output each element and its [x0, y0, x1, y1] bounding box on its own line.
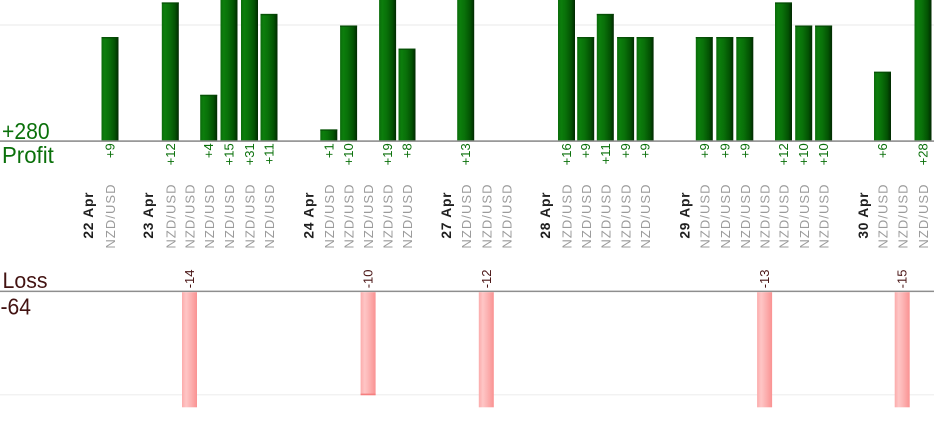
svg-text:NZD/USD: NZD/USD	[202, 183, 217, 248]
svg-text:+15: +15	[222, 143, 237, 165]
svg-text:+11: +11	[262, 143, 277, 164]
svg-text:+280: +280	[2, 118, 50, 144]
svg-text:+13: +13	[458, 143, 473, 165]
svg-text:+11: +11	[598, 143, 613, 164]
svg-text:+1: +1	[321, 143, 336, 158]
svg-text:+12: +12	[163, 143, 178, 165]
svg-text:-12: -12	[479, 270, 494, 289]
svg-text:NZD/USD: NZD/USD	[400, 183, 415, 248]
svg-text:-14: -14	[182, 270, 197, 289]
svg-text:+31: +31	[242, 143, 257, 165]
svg-text:22 Apr: 22 Apr	[81, 192, 96, 239]
svg-text:+9: +9	[618, 143, 633, 158]
svg-text:+12: +12	[776, 143, 791, 165]
svg-text:27 Apr: 27 Apr	[439, 192, 454, 239]
svg-text:+16: +16	[559, 143, 574, 165]
svg-text:NZD/USD: NZD/USD	[777, 183, 792, 248]
svg-text:NZD/USD: NZD/USD	[916, 183, 931, 248]
svg-text:+10: +10	[796, 143, 811, 165]
svg-text:-64: -64	[1, 293, 32, 319]
svg-text:NZD/USD: NZD/USD	[895, 183, 910, 248]
svg-text:24 Apr: 24 Apr	[302, 192, 317, 239]
svg-text:+9: +9	[697, 143, 712, 158]
svg-text:28 Apr: 28 Apr	[538, 192, 553, 239]
svg-text:NZD/USD: NZD/USD	[579, 183, 594, 248]
svg-text:+4: +4	[201, 143, 216, 158]
svg-text:Loss: Loss	[3, 268, 48, 293]
svg-text:+9: +9	[638, 143, 653, 158]
svg-text:NZD/USD: NZD/USD	[500, 183, 515, 248]
svg-text:NZD/USD: NZD/USD	[738, 183, 753, 248]
svg-text:+8: +8	[400, 143, 415, 158]
svg-text:NZD/USD: NZD/USD	[817, 183, 832, 248]
svg-text:-13: -13	[757, 270, 772, 289]
svg-text:NZD/USD: NZD/USD	[222, 183, 237, 248]
svg-text:NZD/USD: NZD/USD	[322, 183, 337, 248]
svg-text:Profit: Profit	[2, 142, 54, 168]
svg-text:NZD/USD: NZD/USD	[638, 183, 653, 248]
svg-text:+9: +9	[578, 143, 593, 158]
svg-text:NZD/USD: NZD/USD	[697, 183, 712, 248]
svg-text:+9: +9	[717, 143, 732, 158]
svg-text:NZD/USD: NZD/USD	[598, 183, 613, 248]
svg-text:+9: +9	[737, 143, 752, 158]
svg-text:NZD/USD: NZD/USD	[243, 183, 258, 248]
svg-text:NZD/USD: NZD/USD	[876, 183, 891, 248]
svg-text:NZD/USD: NZD/USD	[183, 183, 198, 248]
svg-text:NZD/USD: NZD/USD	[381, 183, 396, 248]
svg-text:23 Apr: 23 Apr	[141, 192, 156, 239]
svg-text:+6: +6	[875, 143, 890, 158]
svg-text:NZD/USD: NZD/USD	[758, 183, 773, 248]
svg-text:NZD/USD: NZD/USD	[560, 183, 575, 248]
svg-text:NZD/USD: NZD/USD	[163, 183, 178, 248]
svg-text:-10: -10	[361, 270, 376, 289]
svg-text:+28: +28	[916, 143, 931, 165]
svg-text:NZD/USD: NZD/USD	[718, 183, 733, 248]
svg-text:+19: +19	[380, 143, 395, 165]
svg-text:+10: +10	[341, 143, 356, 165]
svg-text:-15: -15	[895, 270, 910, 289]
svg-text:NZD/USD: NZD/USD	[361, 183, 376, 248]
svg-text:NZD/USD: NZD/USD	[479, 183, 494, 248]
svg-text:NZD/USD: NZD/USD	[459, 183, 474, 248]
svg-text:NZD/USD: NZD/USD	[262, 183, 277, 248]
svg-text:NZD/USD: NZD/USD	[103, 183, 118, 248]
svg-text:NZD/USD: NZD/USD	[619, 183, 634, 248]
svg-text:NZD/USD: NZD/USD	[797, 183, 812, 248]
svg-text:+10: +10	[816, 143, 831, 165]
svg-text:30 Apr: 30 Apr	[856, 192, 871, 239]
svg-text:NZD/USD: NZD/USD	[342, 183, 357, 248]
svg-text:29 Apr: 29 Apr	[677, 192, 692, 239]
svg-text:+9: +9	[103, 143, 118, 158]
